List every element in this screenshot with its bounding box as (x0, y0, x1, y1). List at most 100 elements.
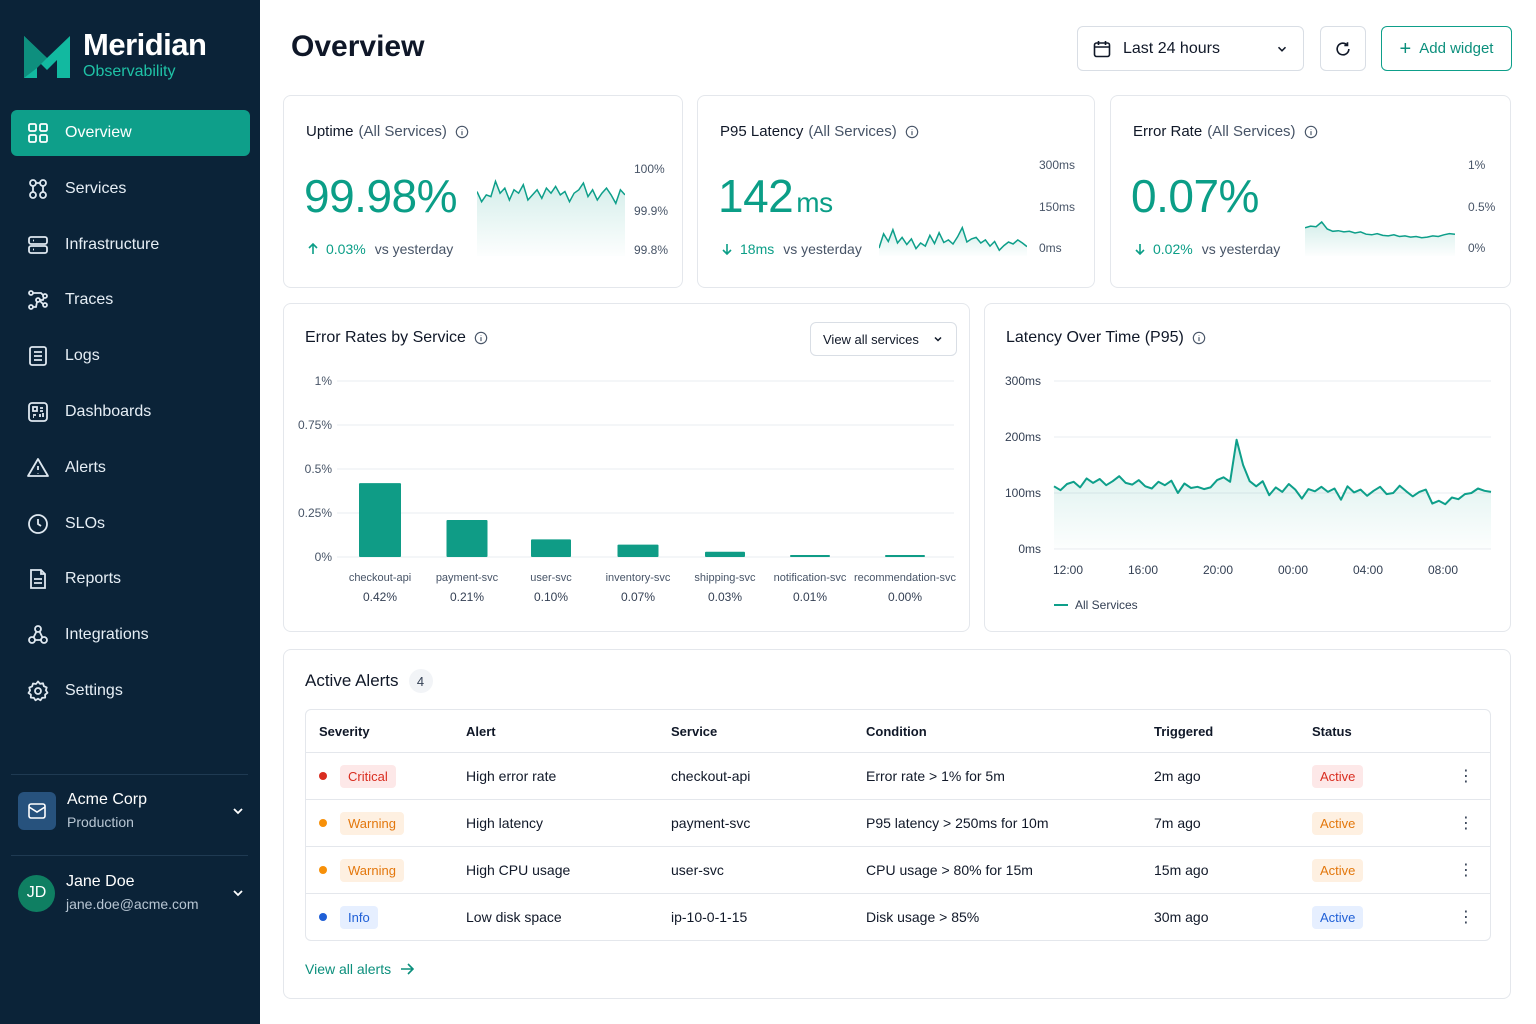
more-options-icon[interactable]: ⋮ (1458, 768, 1474, 785)
sidebar-item-overview[interactable]: Overview (11, 110, 250, 156)
sidebar-item-slos[interactable]: SLOs (11, 501, 250, 547)
view-all-alerts-link[interactable]: View all alerts (305, 961, 415, 977)
bar[interactable] (531, 539, 571, 557)
sidebar-item-services[interactable]: Services (11, 166, 250, 212)
refresh-icon (1336, 41, 1350, 56)
sidebar-item-dashboards[interactable]: Dashboards (11, 389, 250, 435)
arrow-down-icon (1135, 244, 1145, 256)
user-menu[interactable]: JD Jane Doe jane.doe@acme.com (18, 872, 246, 914)
clock-icon (28, 513, 48, 534)
table-row[interactable]: Warning High CPU usage user-svc CPU usag… (306, 846, 1490, 893)
bar[interactable] (359, 483, 401, 557)
sidebar-item-settings[interactable]: Settings (11, 668, 250, 714)
x-tick-label: 08:00 (1428, 563, 1458, 577)
dashboard-icon (28, 402, 48, 422)
sidebar-item-label: Settings (65, 681, 123, 699)
info-icon[interactable] (905, 125, 919, 139)
bar-value-label: 0.07% (621, 590, 655, 604)
sidebar-nav: Overview Services Infrastructure Traces … (11, 110, 250, 724)
bar[interactable] (705, 551, 745, 557)
sparkline-line (1305, 220, 1455, 239)
sidebar-item-integrations[interactable]: Integrations (11, 612, 250, 658)
y-tick-label: 100ms (1005, 486, 1041, 500)
bar[interactable] (617, 544, 659, 557)
sidebar-item-alerts[interactable]: Alerts (11, 445, 250, 491)
traces-icon (28, 290, 48, 311)
column-header[interactable]: Alert (466, 723, 496, 739)
bar[interactable] (790, 555, 830, 557)
spark-axis-label: 0.5% (1468, 200, 1496, 214)
sparkline-area (477, 181, 625, 256)
bar[interactable] (885, 555, 925, 557)
add-widget-button[interactable]: + Add widget (1381, 26, 1512, 71)
kpi-delta-value: 18ms (740, 241, 775, 257)
spark-axis-label: 0ms (1039, 241, 1062, 255)
sidebar-item-traces[interactable]: Traces (11, 277, 250, 323)
info-icon[interactable] (474, 331, 488, 345)
org-switcher[interactable]: Acme Corp Production (18, 790, 246, 832)
x-tick-label: 04:00 (1353, 563, 1383, 577)
sidebar-item-label: Alerts (65, 458, 106, 476)
status-badge: Active (1312, 905, 1364, 929)
alert-name: High latency (466, 815, 544, 831)
sidebar-item-reports[interactable]: Reports (11, 556, 250, 602)
time-range-label: Last 24 hours (1123, 39, 1220, 57)
sparkline-area (1305, 222, 1455, 256)
column-header[interactable]: Service (671, 723, 718, 739)
sidebar: Meridian Observability Overview Services… (0, 0, 260, 1024)
bar-value-label: 0.21% (450, 590, 484, 604)
info-icon[interactable] (455, 125, 469, 139)
column-header[interactable]: Severity (319, 723, 370, 739)
brand[interactable]: Meridian Observability (24, 28, 207, 82)
bar-value-label: 0.00% (888, 590, 922, 604)
severity-dot (319, 819, 327, 827)
kpi-card-uptime: Uptime (All Services) 99.98% 0.03% vs yes… (283, 95, 683, 288)
y-tick-label: 300ms (1005, 374, 1041, 388)
sidebar-item-infrastructure[interactable]: Infrastructure (11, 222, 250, 268)
table-row[interactable]: Warning High latency payment-svc P95 lat… (306, 799, 1490, 846)
y-tick-label: 200ms (1005, 430, 1041, 444)
table-row[interactable]: Critical High error rate checkout-api Er… (306, 752, 1490, 799)
alert-triggered: 2m ago (1154, 768, 1201, 784)
table-row[interactable]: Info Low disk space ip-10-0-1-15 Disk us… (306, 893, 1490, 940)
y-tick-label: 0% (315, 550, 333, 564)
calendar-icon (1093, 40, 1111, 57)
bar-value-label: 0.10% (534, 590, 568, 604)
table-header: Severity Alert Service Condition Trigger… (306, 710, 1490, 752)
time-range-select[interactable]: Last 24 hours (1077, 26, 1304, 71)
refresh-button[interactable] (1320, 26, 1366, 71)
integrations-icon (28, 625, 48, 645)
column-header[interactable]: Condition (866, 723, 927, 739)
more-options-icon[interactable]: ⋮ (1458, 862, 1474, 879)
alert-name: Low disk space (466, 909, 562, 925)
more-options-icon[interactable]: ⋮ (1458, 909, 1474, 926)
column-header[interactable]: Triggered (1154, 723, 1214, 739)
severity-badge: Warning (340, 811, 404, 835)
spark-axis-label: 300ms (1039, 158, 1076, 172)
info-icon[interactable] (1304, 125, 1318, 139)
service-filter-select[interactable]: View all services (810, 322, 957, 356)
severity-dot (319, 913, 327, 921)
sidebar-item-label: Overview (65, 124, 132, 141)
bar[interactable] (446, 520, 488, 557)
severity-badge: Warning (340, 858, 404, 882)
kpi-scope: (All Services) (1207, 123, 1296, 140)
alert-condition: P95 latency > 250ms for 10m (866, 815, 1049, 831)
service-filter-label: View all services (823, 331, 919, 347)
alert-service: payment-svc (671, 815, 751, 831)
column-header[interactable]: Status (1312, 723, 1352, 739)
x-tick-label: payment-svc (436, 572, 499, 584)
user-name: Jane Doe (66, 873, 135, 890)
spark-axis-label: 99.8% (634, 243, 669, 257)
sidebar-item-logs[interactable]: Logs (11, 333, 250, 379)
series-line[interactable] (1053, 438, 1492, 506)
org-name: Acme Corp (67, 791, 148, 808)
kpi-scope: (All Services) (808, 123, 897, 140)
chevron-down-icon (233, 890, 243, 897)
kpi-value-number: 142 (718, 170, 794, 222)
info-icon[interactable] (1192, 331, 1206, 345)
avatar: JD (18, 874, 55, 912)
alert-service: checkout-api (671, 768, 751, 784)
severity-badge: Critical (340, 764, 396, 788)
more-options-icon[interactable]: ⋮ (1458, 815, 1474, 832)
